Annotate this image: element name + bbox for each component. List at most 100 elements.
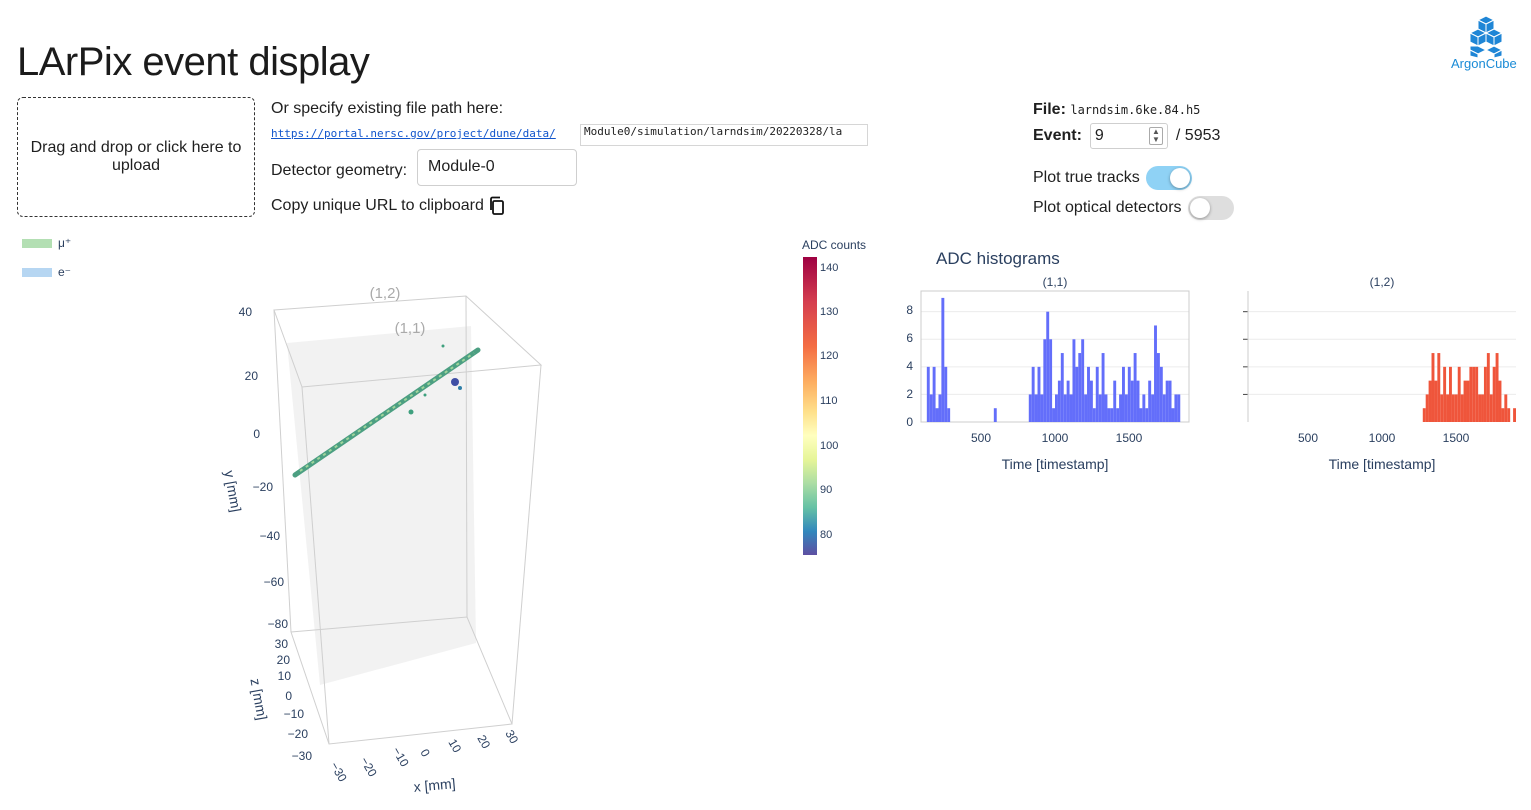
tpc-plane-1 [287,326,476,685]
svg-text:4: 4 [906,359,913,373]
histogram-bar [1139,408,1143,422]
histogram-bar [941,297,945,422]
histogram-bar [1457,366,1461,422]
svg-text:−10: −10 [389,745,411,770]
histogram-bar [1478,394,1482,422]
histogram-bar [1159,366,1163,422]
svg-text:−20: −20 [253,480,274,494]
histogram-bar [1034,394,1038,422]
tpc-label-1-2: (1,2) [370,285,401,302]
histogram-bar [1075,366,1079,422]
histogram-1-1[interactable]: (1,1) 8 6 4 2 0 500 1000 1500 Time [time… [895,270,1195,480]
legend-label: e⁻ [58,265,72,279]
histogram-bar [1122,366,1125,422]
histogram-bar [947,408,951,422]
svg-text:80: 80 [820,529,832,541]
file-path-input[interactable]: Module0/simulation/larndsim/20220328/la [580,124,868,146]
svg-text:0: 0 [906,415,913,429]
histogram-bar [944,366,948,422]
histogram-bar [1101,353,1105,422]
toggle-row-true-tracks: Plot true tracks [1033,166,1192,190]
file-path-prefix-link[interactable]: https://portal.nersc.gov/project/dune/da… [271,127,556,140]
histogram-bar [1513,408,1516,422]
svg-text:−40: −40 [260,529,281,543]
svg-text:0: 0 [417,747,433,760]
toggle-optical-detectors[interactable] [1187,196,1234,220]
histogram-bar [1498,380,1502,422]
spinner-arrows-icon[interactable]: ▲ ▼ [1148,127,1163,145]
histogram-bar [1107,408,1111,422]
event-selector: Event: 9 ▲ ▼ / 5953 [1033,123,1220,149]
copy-url-button[interactable]: Copy unique URL to clipboard [271,196,506,216]
toggle-true-tracks[interactable] [1145,166,1192,190]
toggle-label-true-tracks: Plot true tracks [1033,169,1140,186]
histogram-bar [1031,366,1035,422]
histogram-bar [1110,408,1114,422]
histogram-x-title: Time [timestamp] [1329,456,1436,472]
histogram-bar [935,408,939,422]
histogram-bar [1057,380,1061,422]
legend-item-muon[interactable]: μ⁺ [22,236,71,250]
histogram-bar [1171,408,1175,422]
event-number-input[interactable]: 9 ▲ ▼ [1089,123,1168,149]
histogram-bars [1422,353,1516,422]
argoncube-logo [1448,15,1528,76]
histogram-bar [1119,394,1122,422]
histogram-bar [1501,408,1505,422]
hit-cluster [451,378,459,386]
upload-dropzone[interactable]: Drag and drop or click here to upload [17,97,255,217]
histogram-bar [1469,366,1473,422]
svg-text:−20: −20 [357,755,379,780]
adc-colorbar: 140 130 120 110 100 90 80 [803,257,838,555]
event-3d-scene[interactable]: (1,2) (1,1) 40 20 0 −20 −40 −60 −80 y [m… [200,280,560,800]
detector-geometry-dropdown[interactable]: Module-0 [417,149,577,186]
z-axis-title: z [mm] [247,677,270,721]
svg-text:−30: −30 [292,749,313,763]
svg-text:130: 130 [820,306,838,318]
histogram-bar [1060,353,1064,422]
scene-bounding-box [273,295,543,745]
hit-cluster [458,386,462,390]
event-label: Event: [1033,127,1082,144]
histogram-bar [1127,366,1131,422]
histogram-bar [1483,366,1487,422]
logo-text: ArgonCube [1451,56,1517,71]
histogram-bar [1130,380,1134,422]
histogram-bar [1052,408,1055,422]
histogram-bar [1046,311,1050,422]
histogram-bar [1425,394,1429,422]
histogram-bar [1434,380,1438,422]
svg-text:20: 20 [245,369,259,383]
legend-item-electron[interactable]: e⁻ [22,265,71,279]
svg-text:20: 20 [474,733,493,752]
histogram-bar [1133,353,1137,422]
svg-text:1000: 1000 [1042,431,1069,445]
histogram-bar [1504,394,1508,422]
svg-text:−20: −20 [288,727,309,741]
histogram-bar [1136,380,1140,422]
histogram-bar [1168,380,1172,422]
histogram-bar [1437,353,1441,422]
histogram-bar [1446,394,1449,422]
svg-text:−10: −10 [284,707,305,721]
histogram-bar [1177,394,1181,422]
histogram-bar [1475,366,1479,422]
cubes-icon [1468,15,1504,59]
histogram-bar [1040,394,1044,422]
svg-text:120: 120 [820,350,838,362]
svg-text:90: 90 [820,484,832,496]
file-path-label: Or specify existing file path here: [271,100,504,117]
histogram-bar [1072,339,1076,422]
histogram-bar [1431,353,1435,422]
svg-text:30: 30 [502,728,521,747]
histogram-bar [1087,366,1090,422]
histogram-bar [1037,366,1041,422]
svg-text:−80: −80 [268,617,289,631]
histogram-title: (1,1) [1043,275,1068,289]
histogram-bar [1492,366,1496,422]
histogram-bar [1422,408,1426,422]
histogram-1-2[interactable]: (1,2) 500 1000 1500 Time [timestamp] [1222,270,1522,480]
svg-text:10: 10 [278,669,292,683]
histogram-bar [1466,380,1470,422]
histogram-bar [1489,394,1493,422]
